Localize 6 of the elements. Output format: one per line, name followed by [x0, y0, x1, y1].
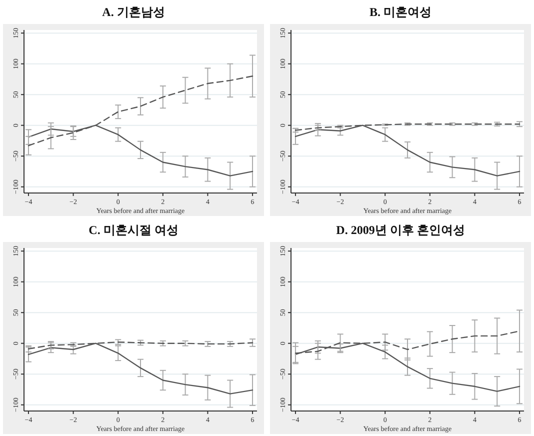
chart-title: A. 기혼남성: [102, 5, 165, 19]
chart-title: C. 미혼시절 여성: [88, 223, 178, 237]
line-series: [28, 342, 254, 394]
chart-title: D. 2009년 이후 혼인여성: [336, 223, 465, 237]
chart-title: B. 미혼여성: [369, 5, 432, 19]
line-series: [294, 124, 520, 176]
